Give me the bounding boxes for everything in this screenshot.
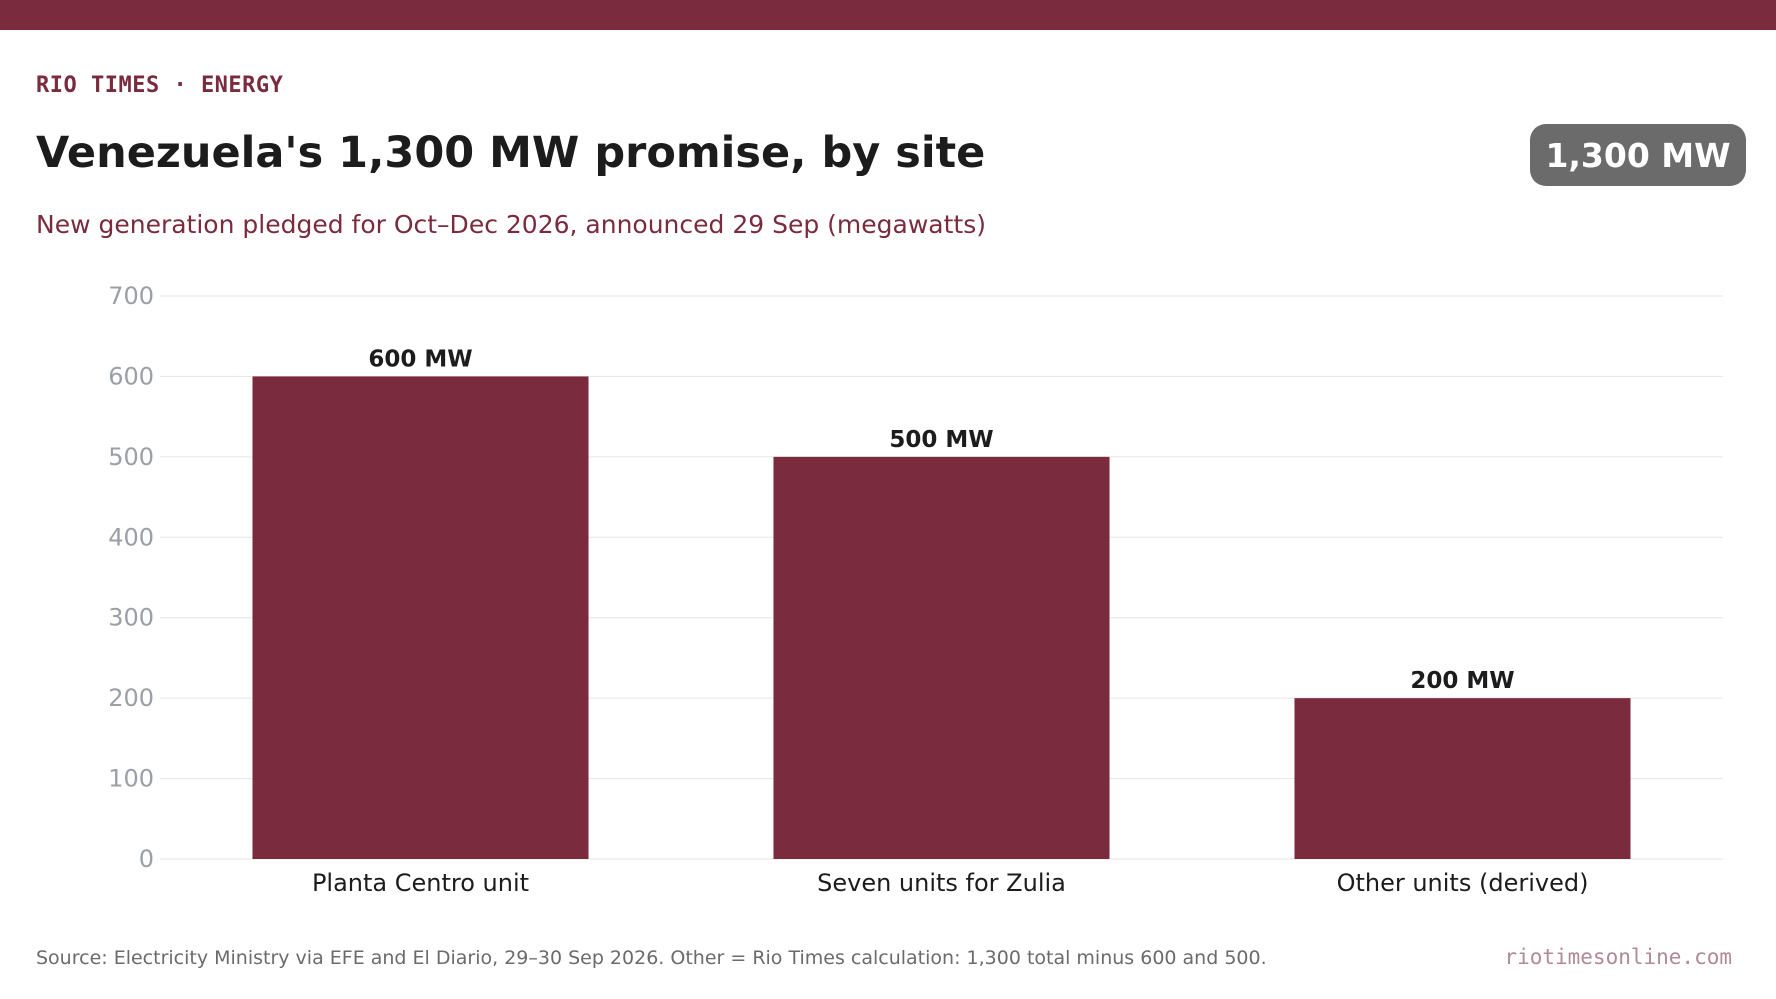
section-kicker: RIO TIMES · ENERGY bbox=[36, 73, 284, 98]
top-accent-bar bbox=[0, 0, 1776, 30]
chart-title: Venezuela's 1,300 MW promise, by site bbox=[36, 128, 986, 178]
source-note: Source: Electricity Ministry via EFE and… bbox=[36, 947, 1267, 969]
x-tick-label: Planta Centro unit bbox=[312, 869, 529, 897]
y-tick-label: 100 bbox=[108, 765, 154, 793]
x-tick-label: Seven units for Zulia bbox=[817, 869, 1066, 897]
data-label: 600 MW bbox=[368, 346, 472, 372]
site-credit: riotimesonline.com bbox=[1504, 945, 1732, 969]
chart-subtitle: New generation pledged for Oct–Dec 2026,… bbox=[36, 210, 986, 239]
x-tick-label: Other units (derived) bbox=[1337, 869, 1589, 897]
y-tick-label: 200 bbox=[108, 684, 154, 712]
bar-chart: 0 100 200 300 400 500 600 700 600 MW Planta Centr… bbox=[108, 282, 1723, 897]
bar bbox=[1294, 698, 1631, 859]
y-tick-label: 600 bbox=[108, 362, 154, 390]
data-label: 500 MW bbox=[889, 427, 993, 453]
y-tick-label: 300 bbox=[108, 604, 154, 632]
data-label: 200 MW bbox=[1410, 668, 1514, 694]
y-tick-label: 400 bbox=[108, 523, 154, 551]
bar bbox=[773, 456, 1110, 859]
total-badge: 1,300 MW bbox=[1530, 124, 1746, 186]
bar bbox=[252, 376, 589, 859]
y-tick-label: 500 bbox=[108, 443, 154, 471]
y-tick-label: 700 bbox=[108, 282, 154, 310]
y-tick-label: 0 bbox=[139, 845, 154, 873]
